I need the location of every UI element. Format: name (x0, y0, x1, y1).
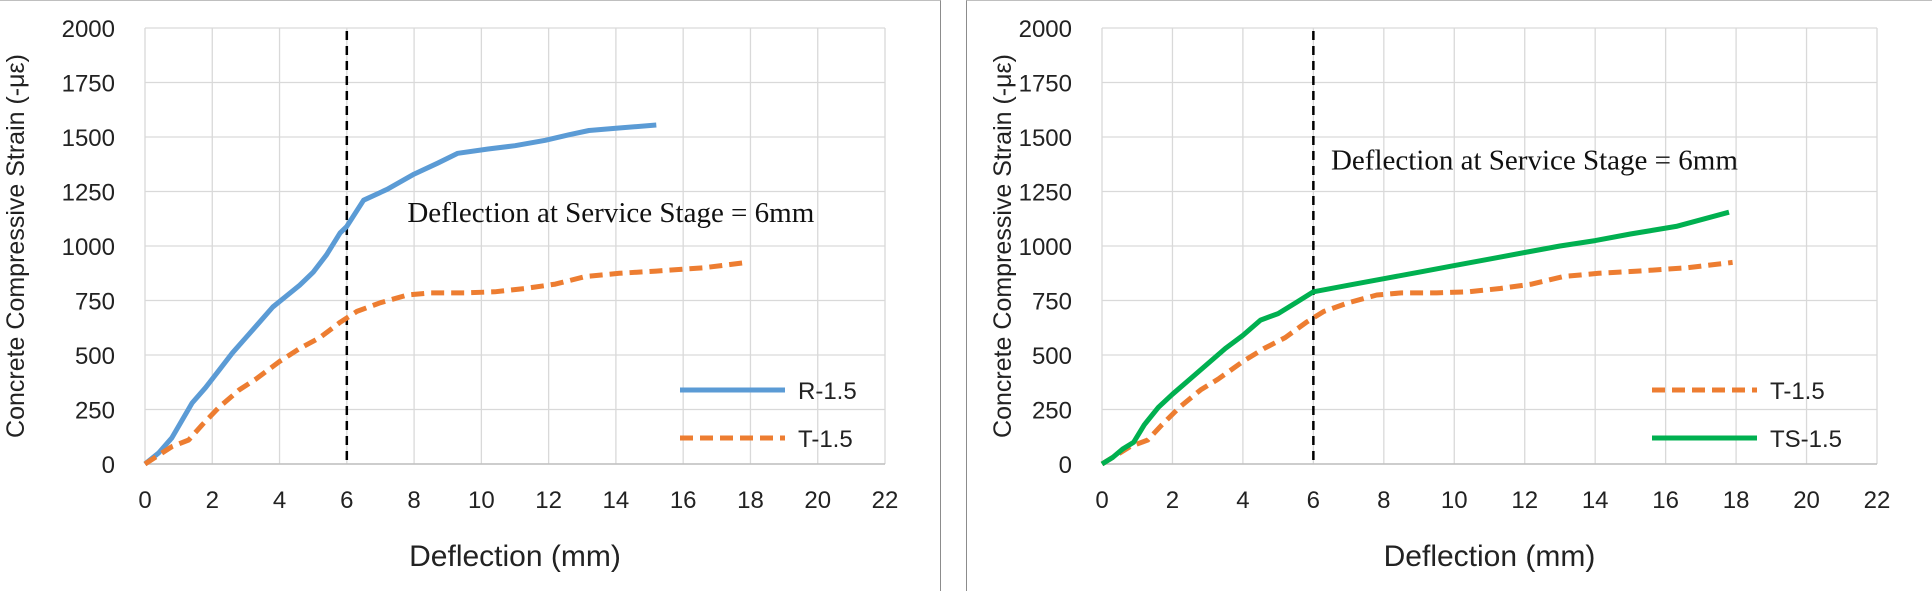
y-tick-label: 2000 (1019, 16, 1072, 43)
y-tick-label: 0 (102, 452, 115, 479)
x-tick-label: 0 (138, 487, 151, 514)
y-tick-label: 1000 (62, 234, 115, 261)
x-tick-label: 22 (872, 487, 899, 514)
legend-label: TS-1.5 (1770, 426, 1842, 453)
y-tick-label: 1250 (62, 180, 115, 207)
x-tick-label: 6 (1307, 487, 1320, 514)
x-tick-label: 20 (1793, 487, 1820, 514)
x-tick-label: 4 (273, 487, 286, 514)
chart-panel-ts: 0 2 4 6 8 10 12 14 16 18 20 22 0 250 500 750 1000 1250 150… (966, 0, 1932, 591)
series-line-ts-1-5 (1100, 209, 1730, 467)
x-tick-label: 14 (603, 487, 630, 514)
x-tick-label: 2 (206, 487, 219, 514)
series-line-t-1-5 (1100, 259, 1733, 467)
y-tick-label: 1000 (1019, 234, 1072, 261)
x-tick-label: 18 (1723, 487, 1750, 514)
x-tick-label: 6 (340, 487, 353, 514)
legend-label: R-1.5 (798, 378, 857, 405)
gridlines (144, 27, 886, 465)
y-tick-label: 250 (1032, 398, 1072, 425)
x-tick-label: 16 (1652, 487, 1679, 514)
chart-panel-r: 0 2 4 6 8 10 12 14 16 18 20 22 0 250 500 750 1000 1250 150… (0, 0, 941, 591)
x-tick-label: 20 (804, 487, 831, 514)
x-axis-title: Deflection (mm) (409, 540, 621, 573)
legend-label: T-1.5 (1770, 378, 1825, 405)
x-tick-label: 10 (1441, 487, 1468, 514)
y-tick-label: 0 (1059, 452, 1072, 479)
chart-ts15-vs-t15: 0 2 4 6 8 10 12 14 16 18 20 22 0 250 500 750 1000 1250 150… (989, 16, 1891, 573)
y-tick-label: 1750 (62, 71, 115, 98)
service-stage-annotation: Deflection at Service Stage = 6mm (407, 197, 814, 229)
service-stage-annotation: Deflection at Service Stage = 6mm (1331, 145, 1738, 177)
y-axis-title: Concrete Compressive Strain (-με) (2, 54, 30, 438)
y-tick-label: 2000 (62, 16, 115, 43)
y-tick-label: 500 (1032, 343, 1072, 370)
x-tick-label: 2 (1166, 487, 1179, 514)
x-axis-title: Deflection (mm) (1384, 540, 1596, 573)
legend-label: T-1.5 (798, 426, 853, 453)
x-tick-label: 8 (1377, 487, 1390, 514)
x-tick-label: 16 (670, 487, 697, 514)
series-line-t-1-5 (143, 259, 748, 467)
x-tick-label: 4 (1236, 487, 1249, 514)
x-tick-label: 12 (535, 487, 562, 514)
x-tick-label: 12 (1511, 487, 1538, 514)
gridlines (1101, 27, 1878, 465)
x-tick-label: 10 (468, 487, 495, 514)
x-tick-label: 22 (1864, 487, 1891, 514)
y-tick-label: 1500 (62, 125, 115, 152)
x-tick-label: 8 (407, 487, 420, 514)
x-tick-label: 18 (737, 487, 764, 514)
y-tick-label: 1500 (1019, 125, 1072, 152)
y-tick-label: 250 (75, 398, 115, 425)
y-tick-label: 750 (1032, 289, 1072, 316)
y-tick-label: 1750 (1019, 71, 1072, 98)
chart-r15-vs-t15: 0 2 4 6 8 10 12 14 16 18 20 22 0 250 500 750 1000 1250 150… (2, 16, 899, 573)
x-tick-label: 14 (1582, 487, 1609, 514)
y-tick-label: 500 (75, 343, 115, 370)
x-tick-label: 0 (1095, 487, 1108, 514)
y-tick-label: 750 (75, 289, 115, 316)
series-line-r-1-5 (143, 122, 657, 466)
y-axis-title: Concrete Compressive Strain (-με) (989, 54, 1017, 438)
y-tick-label: 1250 (1019, 180, 1072, 207)
